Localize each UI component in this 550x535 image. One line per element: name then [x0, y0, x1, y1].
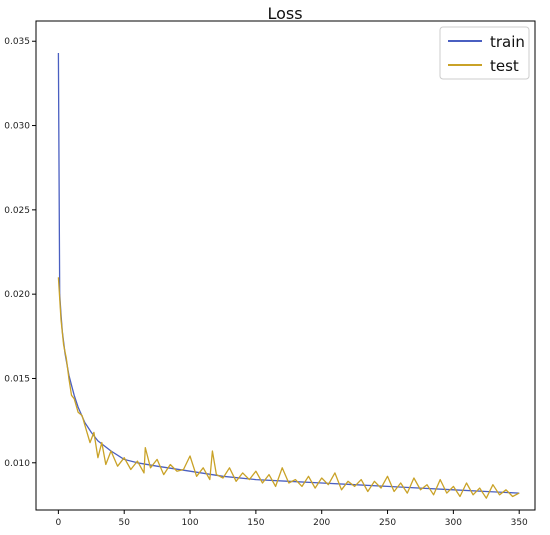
y-tick-label: 0.010 — [4, 459, 30, 469]
x-axis: 0 50 100 150 200 250 300 350 — [56, 510, 528, 528]
x-tick-label: 200 — [313, 518, 330, 528]
series-layer — [57, 52, 520, 499]
x-tick-label: 50 — [118, 518, 130, 528]
x-tick-label: 300 — [445, 518, 462, 528]
x-tick-label: 350 — [511, 518, 528, 528]
y-tick-label: 0.030 — [4, 122, 30, 132]
legend-label-train: train — [490, 33, 525, 51]
x-tick-label: 0 — [56, 518, 62, 528]
legend-label-test: test — [490, 57, 519, 75]
plot-area-frame — [35, 20, 536, 511]
x-tick-label: 150 — [247, 518, 264, 528]
x-tick-label: 100 — [181, 518, 198, 528]
x-tick-label: 250 — [379, 518, 396, 528]
series-line-train — [57, 52, 520, 494]
y-tick-label: 0.015 — [4, 374, 30, 384]
y-axis: 0.010 0.015 0.020 0.025 0.030 0.035 — [4, 37, 36, 469]
chart-title: Loss — [267, 4, 302, 23]
y-tick-label: 0.025 — [4, 206, 30, 216]
y-tick-label: 0.020 — [4, 290, 30, 300]
series-line-test — [57, 277, 520, 499]
y-tick-label: 0.035 — [4, 37, 30, 47]
legend: train test — [439, 26, 530, 80]
